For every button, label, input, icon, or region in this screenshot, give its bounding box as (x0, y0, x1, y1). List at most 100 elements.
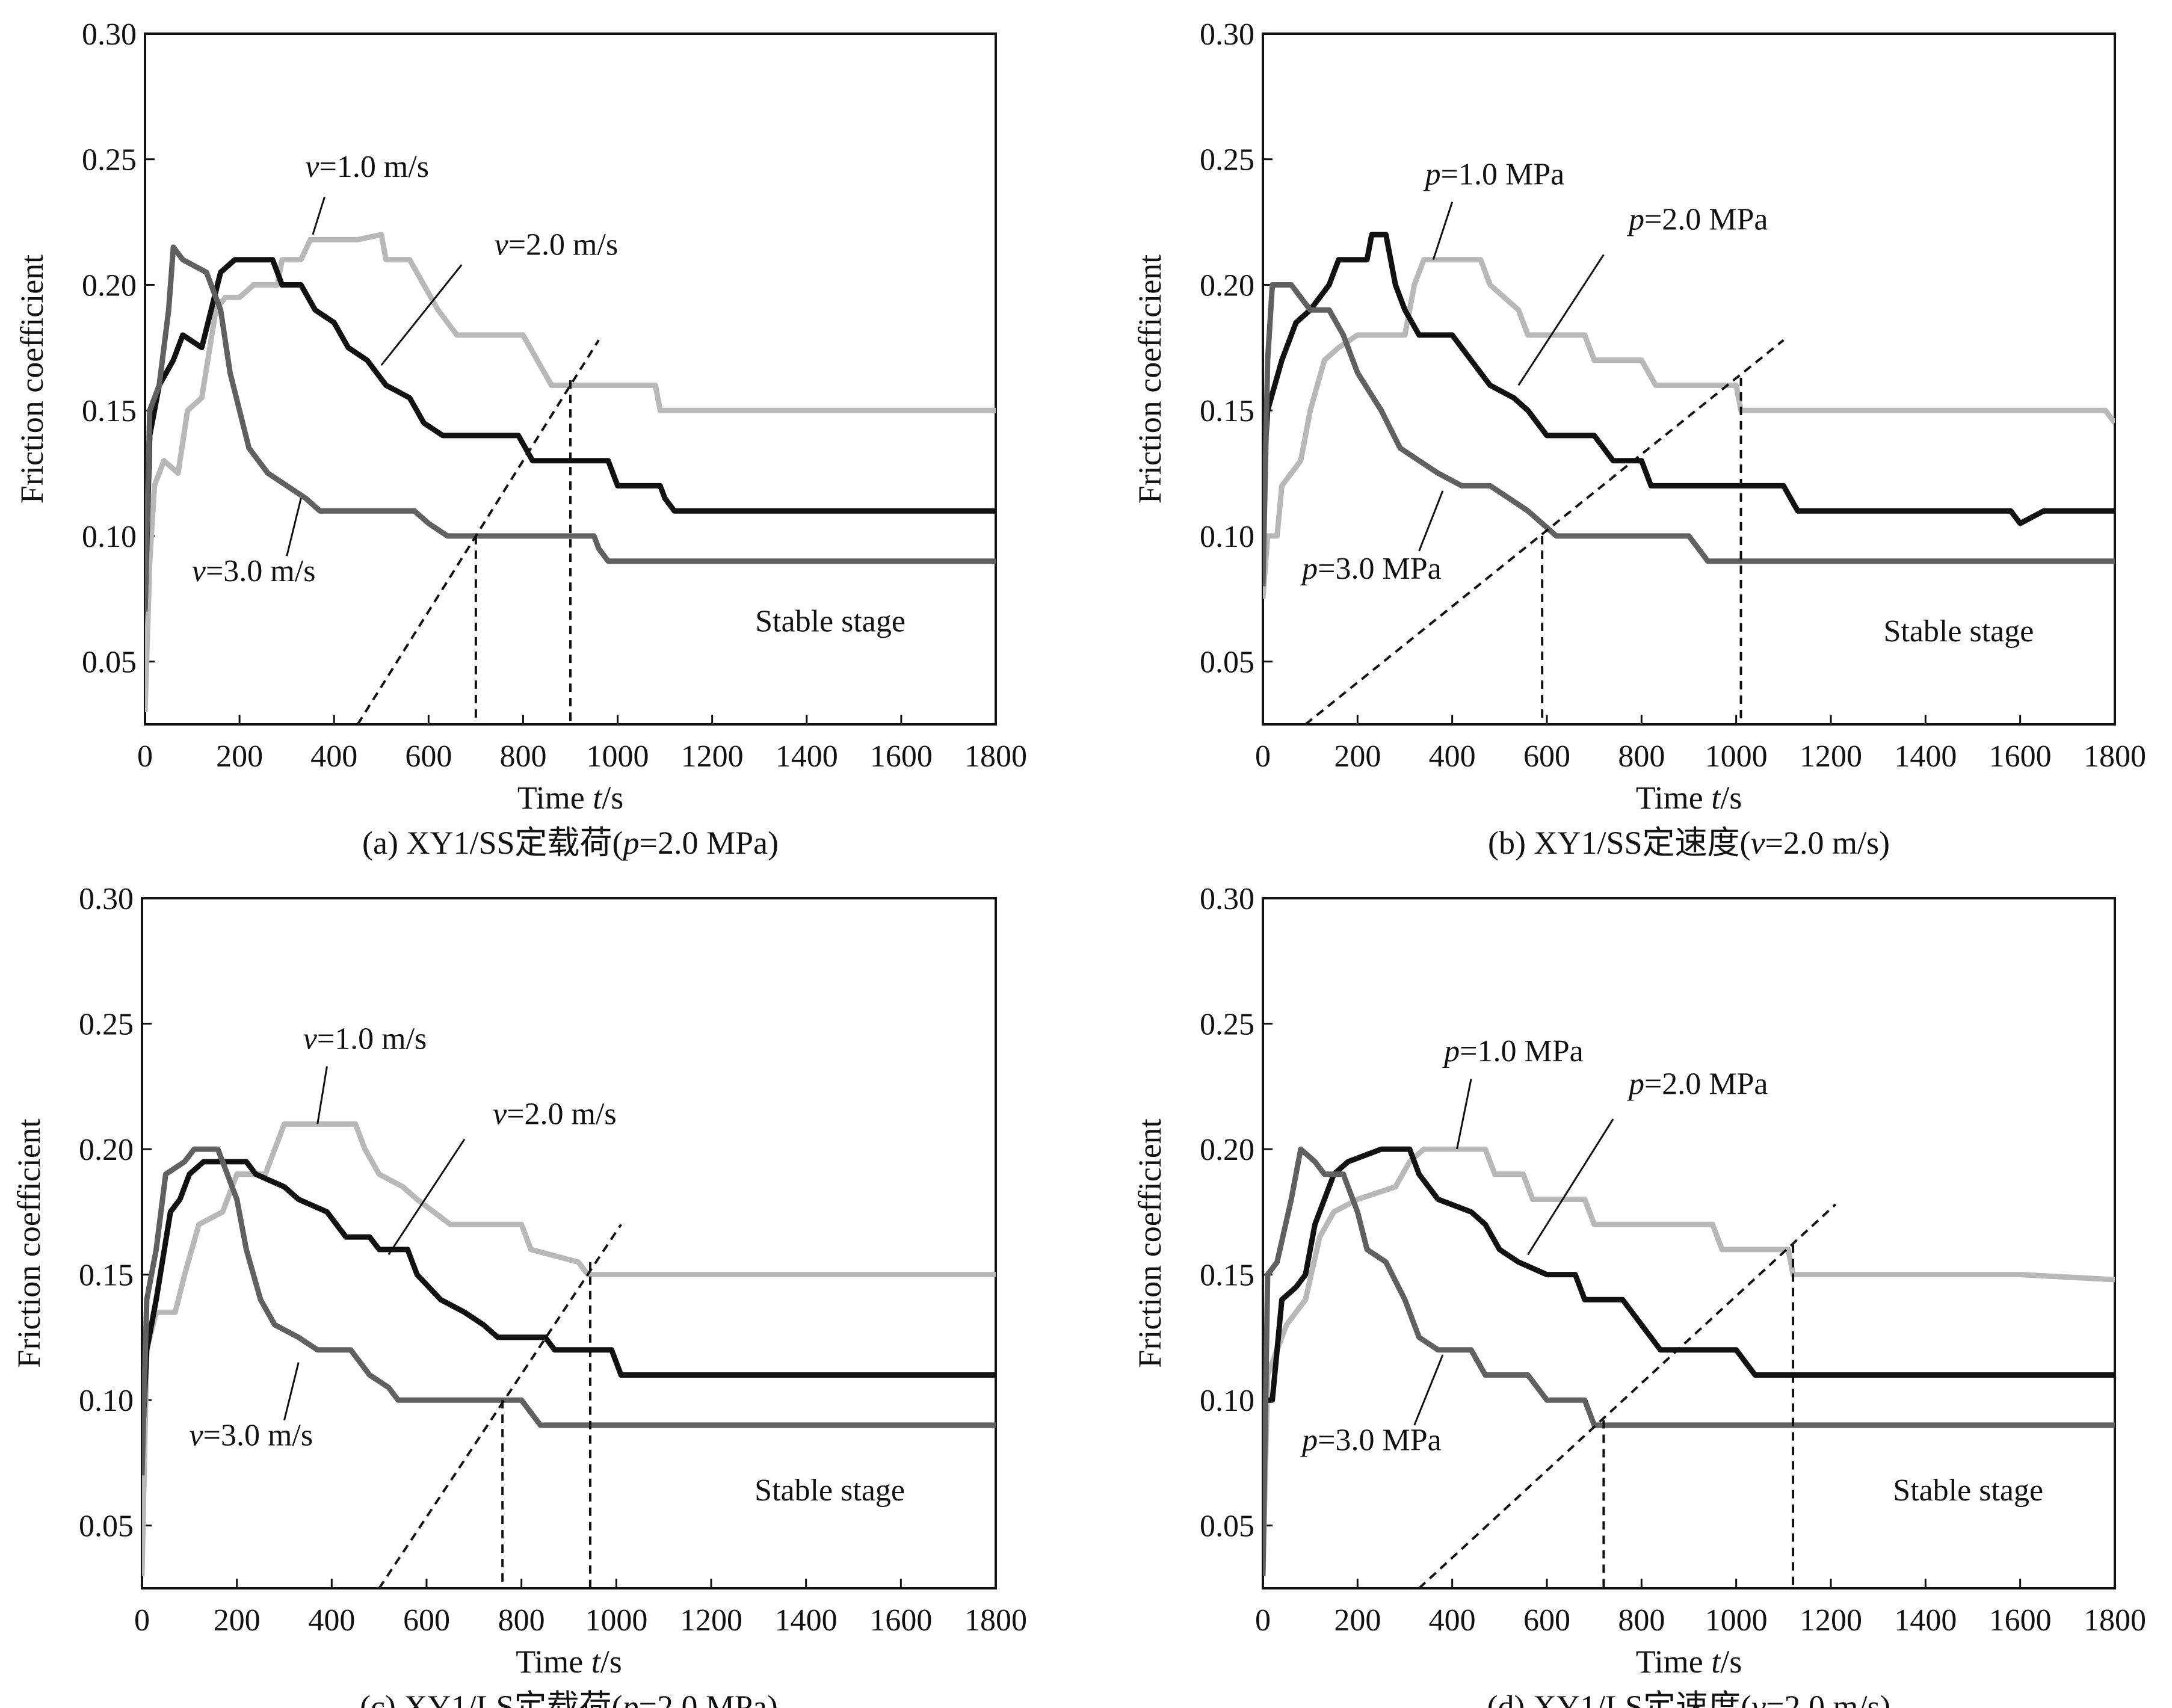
series-line (145, 244, 996, 612)
stable-boundary-line (378, 1224, 622, 1588)
series-line (1263, 257, 2115, 599)
x-tick-label: 1800 (2084, 1603, 2146, 1638)
panel-caption: (c) XY1/LS定载荷(p=2.0 MPa) (360, 1689, 778, 1708)
x-axis-label: Time t/s (1636, 1644, 1742, 1680)
y-tick-label: 0.30 (1200, 882, 1254, 916)
y-tick-label: 0.30 (79, 882, 134, 916)
panel-caption: (b) XY1/SS定速度(v=2.0 m/s) (1488, 825, 1890, 861)
stable-stage-label: Stable stage (1883, 614, 2034, 649)
y-tick-label: 0.15 (79, 1259, 134, 1293)
series-label: v=3.0 m/s (192, 554, 316, 588)
label-leader-line (1517, 254, 1605, 386)
panel-d: 0.05 0.10 0.15 0.20 0.25 0.30 0 200 400 600 800 100… (1132, 882, 2146, 1708)
series-line (145, 232, 996, 712)
x-tick-label: 1400 (776, 739, 838, 774)
y-tick-label: 0.30 (82, 17, 137, 52)
stable-stage-label: Stable stage (1893, 1473, 2043, 1508)
series-label: v=2.0 m/s (493, 1097, 617, 1131)
plot-frame (1262, 32, 2116, 726)
x-tick-label: 1000 (587, 739, 649, 774)
x-tick-label: 600 (1523, 739, 1570, 774)
x-tick-label: 1600 (870, 739, 933, 774)
y-tick-label: 0.20 (1200, 268, 1254, 303)
series-label: p=1.0 MPa (1442, 1034, 1584, 1068)
y-tick-label: 0.25 (1200, 1008, 1254, 1042)
stable-boundary-line (356, 339, 600, 724)
x-tick-label: 800 (1618, 739, 1665, 774)
series-label: p=2.0 MPa (1626, 203, 1768, 237)
label-leader-line (387, 1138, 466, 1256)
x-tick-label: 800 (499, 739, 546, 774)
series-line (145, 257, 996, 612)
y-axis-label: Friction coefficient (1132, 254, 1168, 504)
label-leader-line (1432, 202, 1454, 261)
x-tick-label: 400 (310, 739, 357, 774)
series-line (142, 1146, 996, 1476)
y-tick-label: 0.05 (1200, 646, 1254, 680)
stable-stage-label: Stable stage (754, 1473, 905, 1508)
x-tick-label: 1200 (680, 1603, 742, 1638)
y-tick-label: 0.25 (1200, 143, 1254, 177)
y-tick-label: 0.05 (1200, 1509, 1254, 1544)
x-tick-label: 200 (216, 739, 263, 774)
plot-area (142, 1121, 996, 1588)
y-tick-label: 0.30 (1200, 17, 1254, 52)
y-tick-label: 0.05 (82, 646, 137, 680)
label-leader-line (283, 1362, 300, 1420)
series-line (1263, 1146, 2115, 1403)
y-axis-label: Friction coefficient (11, 1118, 47, 1367)
y-axis-label: Friction coefficient (1132, 1118, 1168, 1367)
series-line (142, 1159, 996, 1451)
stable-stage-label: Stable stage (755, 605, 906, 639)
x-tick-label: 600 (403, 1603, 450, 1638)
x-tick-label: 600 (405, 739, 452, 774)
x-axis-label: Time t/s (516, 1644, 622, 1680)
y-tick-label: 0.10 (79, 1384, 134, 1418)
x-tick-label: 1200 (1800, 1603, 1862, 1638)
panel-a: 0.05 0.10 0.15 0.20 0.25 0.30 0 200 400 600 800 100… (14, 17, 1027, 861)
series-label: v=1.0 m/s (303, 1022, 427, 1056)
y-tick-label: 0.10 (1200, 1384, 1254, 1418)
x-tick-label: 600 (1523, 1603, 1570, 1638)
x-axis-label: Time t/s (517, 780, 624, 816)
plot-area (1263, 1146, 2115, 1588)
x-tick-label: 1600 (1989, 1603, 2052, 1638)
label-leader-line (312, 196, 325, 235)
series-label: v=1.0 m/s (305, 150, 429, 184)
label-leader-line (316, 1066, 328, 1124)
x-tick-label: 0 (1255, 1603, 1271, 1638)
x-tick-label: 1000 (1705, 739, 1768, 774)
x-tick-label: 200 (1334, 1603, 1381, 1638)
x-tick-label: 1400 (1894, 739, 1957, 774)
x-tick-label: 800 (498, 1603, 545, 1638)
plot-frame (1262, 897, 2116, 1589)
panel-caption: (a) XY1/SS定载荷(p=2.0 MPa) (362, 825, 779, 861)
series-label: v=3.0 m/s (190, 1418, 313, 1452)
x-tick-label: 200 (1334, 739, 1381, 774)
x-tick-label: 1000 (1705, 1603, 1768, 1638)
x-axis-label: Time t/s (1636, 780, 1742, 816)
label-leader-line (1527, 1118, 1614, 1256)
series-label: p=3.0 MPa (1300, 1423, 1442, 1458)
x-tick-label: 1800 (2084, 739, 2146, 774)
label-leader-line (380, 264, 463, 366)
y-tick-label: 0.20 (79, 1133, 134, 1167)
series-line (1263, 232, 2115, 526)
y-tick-label: 0.20 (82, 268, 137, 303)
series-line (1263, 1146, 2115, 1576)
series-line (142, 1121, 996, 1576)
label-leader-line (1418, 490, 1444, 552)
y-tick-label: 0.05 (79, 1509, 134, 1544)
label-leader-line (1456, 1079, 1472, 1150)
stable-boundary-line (1304, 339, 1785, 724)
x-tick-label: 400 (1429, 739, 1476, 774)
y-tick-label: 0.10 (1200, 520, 1254, 554)
y-tick-label: 0.15 (1200, 394, 1254, 428)
x-tick-label: 1600 (869, 1603, 932, 1638)
x-tick-label: 1400 (775, 1603, 838, 1638)
series-label: p=1.0 MPa (1423, 157, 1565, 191)
y-tick-label: 0.25 (82, 143, 137, 177)
panel-c: 0.05 0.10 0.15 0.20 0.25 0.30 0 200 400 600 800 100… (11, 882, 1027, 1708)
series-label: p=3.0 MPa (1300, 552, 1442, 586)
